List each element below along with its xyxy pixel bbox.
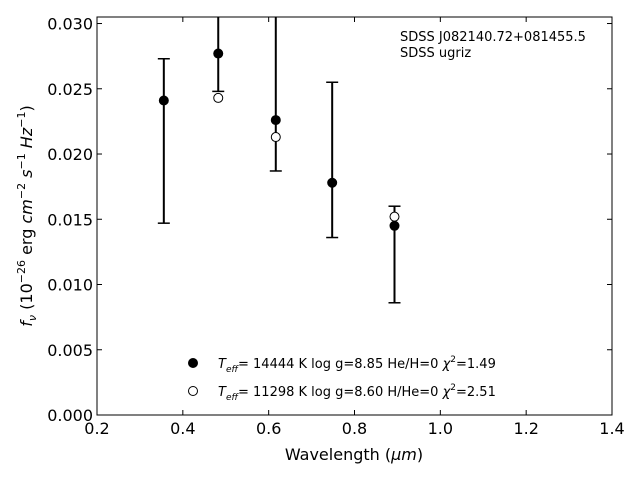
object-name-annotation: SDSS J082140.72+081455.5 [400, 30, 586, 45]
y-tick-label: 0.015 [47, 210, 93, 229]
plot-frame [96, 16, 613, 416]
model-point-open [389, 211, 400, 222]
x-tick-label: 0.8 [342, 419, 367, 438]
y-tick-label: 0.025 [47, 80, 93, 99]
plot-area [157, 17, 401, 304]
model-point-filled [327, 177, 338, 188]
legend-label-filled: Teff= 14444 K log g=8.85 He/H=0 χ2=1.49 [218, 355, 496, 375]
x-tick-label: 0.6 [256, 419, 281, 438]
photometry-annotation: SDSS ugriz [400, 46, 471, 61]
y-tick-label: 0.030 [47, 15, 93, 34]
x-tick-label: 0.4 [170, 419, 195, 438]
model-point-filled [158, 95, 169, 106]
y-axis-label: fν (10−26 erg cm−2 s−1 Hz−1) [15, 105, 39, 326]
x-ticks: 0.2 0.4 0.6 0.8 1.0 1.2 1.4 [84, 17, 625, 438]
model-point-filled [213, 48, 224, 59]
x-tick-label: 1.2 [513, 419, 538, 438]
legend-marker-filled [188, 358, 198, 368]
y-tick-label: 0.020 [47, 145, 93, 164]
model-point-open [270, 132, 281, 143]
model-point-filled [389, 220, 400, 231]
x-tick-label: 1.4 [599, 419, 624, 438]
y-ticks: 0.000 0.005 0.010 0.015 0.020 0.025 0.030 [47, 15, 612, 425]
legend-label-open: Teff= 11298 K log g=8.60 H/He=0 χ2=2.51 [218, 383, 496, 403]
x-axis-label: Wavelength (μm) [285, 445, 423, 464]
model-point-open [213, 92, 224, 103]
x-tick-label: 0.2 [84, 419, 109, 438]
legend-marker-open [188, 386, 198, 396]
x-tick-label: 1.0 [428, 419, 453, 438]
y-tick-label: 0.010 [47, 276, 93, 295]
legend: Teff= 14444 K log g=8.85 He/H=0 χ2=1.49 … [188, 355, 496, 403]
model-point-filled [270, 115, 281, 126]
y-tick-label: 0.000 [47, 406, 93, 425]
y-tick-label: 0.005 [47, 341, 93, 360]
